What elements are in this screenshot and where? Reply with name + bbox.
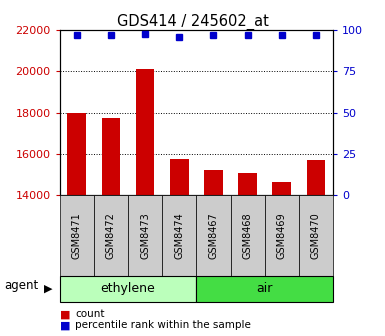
Text: GSM8473: GSM8473 [140,212,150,259]
Text: GSM8469: GSM8469 [277,212,287,258]
Text: air: air [256,283,273,295]
Text: ■: ■ [60,309,70,319]
Text: GSM8467: GSM8467 [208,212,218,259]
Text: count: count [75,309,105,319]
Bar [136,69,154,195]
Text: GSM8471: GSM8471 [72,212,82,259]
Text: percentile rank within the sample: percentile rank within the sample [75,320,251,330]
Text: ▶: ▶ [44,284,52,294]
Bar [238,173,257,195]
Text: GSM8474: GSM8474 [174,212,184,259]
Bar [272,181,291,195]
Bar [102,118,121,195]
Text: ■: ■ [60,320,70,330]
Text: ethylene: ethylene [100,283,156,295]
Bar [170,159,189,195]
Bar [306,160,325,195]
Text: GDS414 / 245602_at: GDS414 / 245602_at [117,13,268,30]
Bar [67,113,86,195]
Text: GSM8470: GSM8470 [311,212,321,259]
Text: agent: agent [4,279,38,292]
Text: GSM8472: GSM8472 [106,212,116,259]
Bar [204,170,223,195]
Text: GSM8468: GSM8468 [243,212,253,258]
